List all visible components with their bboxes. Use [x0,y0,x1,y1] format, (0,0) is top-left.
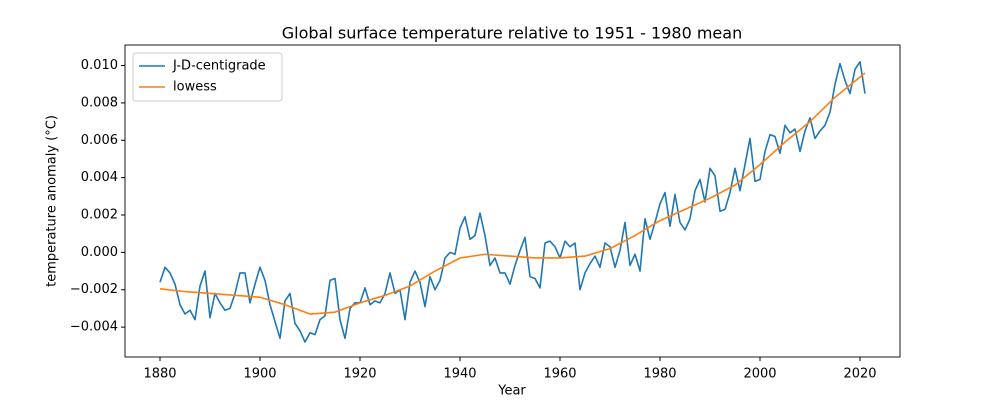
y-tick-label: 0.002 [81,208,118,223]
x-tick-label: 1940 [443,367,476,382]
legend-label: lowess [173,80,217,95]
legend-box [132,52,283,102]
y-tick-label: −0.004 [70,320,118,335]
plot-frame [124,44,901,358]
y-axis-label: temperature anomaly (°C) [45,115,60,287]
x-axis-label: Year [497,384,526,399]
data-line [159,72,866,315]
x-tick-label: 2000 [743,367,776,382]
y-tick-label: 0.008 [81,95,118,110]
y-tick-label: 0.006 [81,133,118,148]
chart-title: Global surface temperature relative to 1… [282,24,742,43]
x-tick-label: 1900 [243,367,276,382]
data-line [159,61,866,343]
x-tick-label: 1960 [543,367,576,382]
x-tick-label: 1920 [343,367,376,382]
y-tick-label: 0.010 [81,58,118,73]
y-tick-label: −0.002 [70,282,118,297]
x-tick-label: 1980 [643,367,676,382]
x-tick-label: 2020 [843,367,876,382]
y-tick-label: 0.000 [81,245,118,260]
legend-label: J-D-centigrade [172,59,266,74]
y-tick-label: 0.004 [81,170,118,185]
x-tick-label: 1880 [143,367,176,382]
